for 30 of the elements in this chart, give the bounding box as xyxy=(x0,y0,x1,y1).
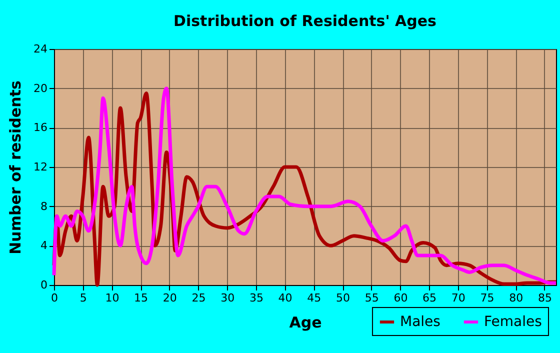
x-tick-label: 55 xyxy=(364,292,379,304)
y-tick-label: 0 xyxy=(40,278,48,292)
x-tick-label: 65 xyxy=(422,292,437,304)
legend-label: Females xyxy=(484,314,542,330)
x-tick-label: 50 xyxy=(336,292,350,304)
chart-title: Distribution of Residents' Ages xyxy=(174,12,437,30)
x-tick-label: 35 xyxy=(249,292,264,304)
y-tick-label: 8 xyxy=(40,200,48,213)
x-tick-label: 20 xyxy=(162,292,177,304)
x-tick-label: 60 xyxy=(394,292,408,304)
x-tick-label: 40 xyxy=(278,292,292,304)
x-tick-label: 5 xyxy=(80,292,87,304)
x-tick-label: 30 xyxy=(220,292,235,304)
y-axis-title: Number of residents xyxy=(6,80,25,254)
y-tick-label: 12 xyxy=(34,160,48,174)
x-tick-label: 45 xyxy=(307,292,322,304)
y-tick-label: 4 xyxy=(40,239,48,252)
x-tick-label: 75 xyxy=(480,292,494,304)
x-tick-label: 10 xyxy=(105,292,120,304)
x-tick-label: 25 xyxy=(192,292,206,304)
y-tick-label: 24 xyxy=(34,42,48,56)
x-tick-label: 15 xyxy=(134,292,148,304)
legend-label: Males xyxy=(400,314,440,330)
x-tick-label: 70 xyxy=(451,292,466,304)
y-tick-label: 16 xyxy=(34,121,48,134)
x-tick-label: 80 xyxy=(509,292,524,304)
y-tick-label: 20 xyxy=(34,82,48,95)
x-tick-label: 85 xyxy=(538,292,552,304)
x-tick-label: 0 xyxy=(51,292,58,304)
x-axis-title: Age xyxy=(289,314,322,332)
